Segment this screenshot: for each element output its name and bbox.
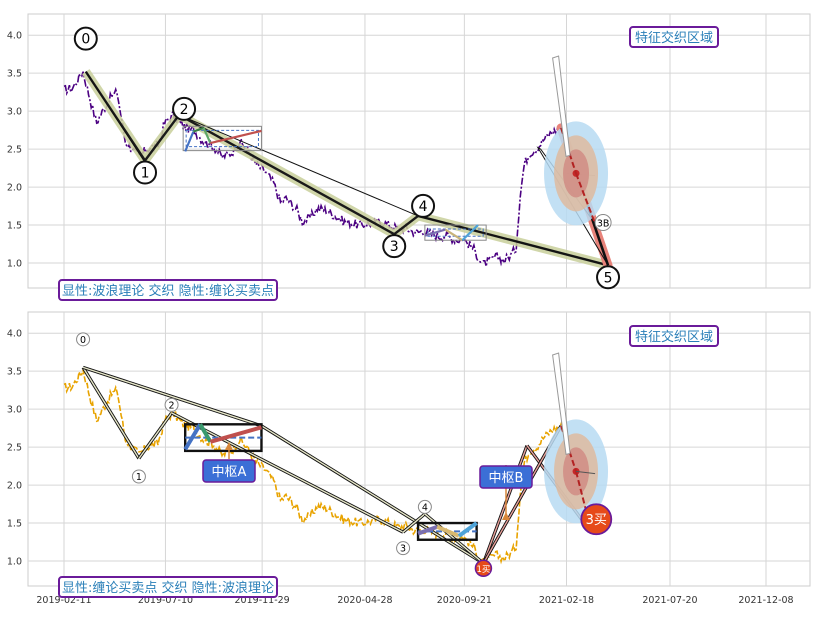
caption-text: 显性:波浪理论 交织 隐性:缠论买卖点 [62, 283, 274, 299]
pivot-label-a: 中枢A [212, 465, 247, 480]
wave-marker [133, 160, 158, 185]
wave-label: 1 [136, 472, 142, 483]
pivot-label-b: 中枢B [489, 471, 524, 486]
y-tick-label: 2.0 [7, 183, 22, 194]
buy-point-3 [580, 503, 613, 536]
wave-marker [396, 541, 411, 556]
annotation-text: 特征交织区域 [635, 329, 713, 345]
x-tick-label: 2020-04-28 [337, 595, 392, 606]
channel-segment-inner [171, 412, 404, 533]
plot-frame [27, 13, 811, 289]
wave-label: 1 [141, 165, 150, 181]
wave-label: 4 [422, 502, 428, 513]
y-tick-label: 1.0 [7, 259, 22, 270]
y-tick-label: 2.5 [7, 145, 22, 156]
pivot-label-b-box [479, 465, 533, 489]
y-tick-label: 3.0 [7, 405, 22, 416]
x-tick-label: 2019-11-29 [235, 595, 290, 606]
caption-box [58, 279, 278, 301]
annotation-arrow [552, 55, 571, 158]
zigzag-segment [436, 524, 460, 538]
zigzag-segment [202, 127, 212, 144]
buy-label-3: 3买 [586, 513, 607, 528]
channel-segment-inner [138, 412, 173, 459]
zigzag-segment [198, 423, 213, 443]
wave-marker [73, 26, 98, 51]
wave-label: 0 [80, 335, 86, 346]
impulse-channel-inner [482, 445, 528, 564]
buy-label-1: 1买 [476, 565, 490, 575]
wave-marker [164, 397, 179, 412]
pivot-label-a-arrowhead [225, 442, 233, 450]
forecast-line [575, 470, 596, 475]
y-tick-label: 1.0 [7, 557, 22, 568]
zigzag-segment [444, 228, 463, 242]
wave-label: 5 [604, 270, 613, 286]
wave-marker [172, 96, 197, 121]
channel-segment-inner [82, 366, 262, 427]
zigzag-segment [183, 423, 202, 451]
forecast-marker [594, 214, 612, 232]
buy-point-1 [474, 559, 493, 578]
bottom-panel: 1.0 1.5 2.0 2.5 3.0 3.5 4.0 2019-02-11 2019-07-1… [7, 311, 811, 606]
annotation-box [629, 26, 719, 48]
zigzag-segment [424, 228, 446, 237]
wave-marker [76, 332, 91, 347]
x-tick-label: 2021-02-18 [539, 595, 594, 606]
pivot-box-a-inner [185, 129, 259, 148]
caption-box [58, 576, 278, 598]
zigzag-segment [210, 129, 262, 145]
segment-line [417, 215, 609, 266]
pivot-label-b-arrowhead [502, 512, 510, 520]
wave-label: 3 [390, 239, 399, 255]
wave-label: 0 [81, 32, 90, 48]
wave-marker [382, 234, 407, 259]
y-tick-label: 4.0 [7, 329, 22, 340]
zigzag-segment [209, 425, 263, 444]
annotation-arrow [552, 352, 571, 456]
y-tick-label: 2.0 [7, 481, 22, 492]
segment-line [85, 71, 146, 163]
zigzag-segment [192, 126, 204, 133]
y-tick-label: 3.0 [7, 107, 22, 118]
channel-segment-inner [402, 513, 426, 533]
wave-label: 2 [180, 102, 189, 118]
zigzag-segment [457, 521, 478, 538]
channel-segment-inner [82, 366, 140, 459]
y-tick-label: 4.0 [7, 31, 22, 42]
y-tick-label: 1.5 [7, 519, 22, 530]
wave-marker [411, 193, 436, 218]
wave-marker [131, 469, 146, 484]
zigzag-segment [461, 224, 479, 242]
wave-label: 3 [400, 544, 406, 555]
wave-marker [596, 265, 621, 290]
segment-line [178, 114, 419, 217]
pivot-box-a [182, 125, 262, 152]
y-tick-label: 3.5 [7, 69, 22, 80]
zigzag-segment [417, 524, 438, 536]
x-tick-label: 2021-12-08 [738, 595, 793, 606]
annotation-text: 特征交织区域 [635, 30, 713, 46]
wave-marker [417, 499, 432, 514]
wave-label: 2 [169, 400, 175, 411]
x-tick-label: 2020-09-21 [437, 595, 492, 606]
x-tick-label: 2019-07-10 [138, 595, 193, 606]
zigzag-segment [184, 131, 195, 152]
y-tick-label: 1.5 [7, 221, 22, 232]
x-tick-label: 2019-02-11 [36, 595, 91, 606]
top-panel: 1.0 1.5 2.0 2.5 3.0 3.5 4.0 0 1 2 3 4 5 3B 特征交织区域显性:波浪… [7, 13, 811, 301]
pivot-label-a-box [202, 459, 256, 483]
x-tick-label: 2021-07-20 [642, 595, 697, 606]
y-tick-label: 2.5 [7, 443, 22, 454]
caption-text: 显性:缠论买卖点 交织 隐性:波浪理论 [62, 580, 274, 596]
pivot-box-b [424, 224, 487, 241]
wave-label: 4 [419, 199, 428, 215]
y-tick-label: 3.5 [7, 367, 22, 378]
forecast-label: 3B [597, 219, 610, 230]
annotation-box [629, 325, 719, 347]
